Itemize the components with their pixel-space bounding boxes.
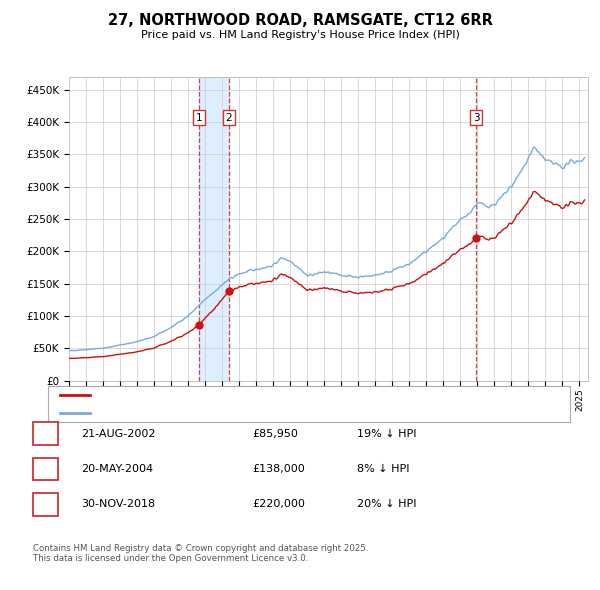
Text: 19% ↓ HPI: 19% ↓ HPI	[357, 429, 416, 438]
Text: £85,950: £85,950	[252, 429, 298, 438]
Text: 1: 1	[196, 113, 202, 123]
Text: 3: 3	[473, 113, 479, 123]
Text: 8% ↓ HPI: 8% ↓ HPI	[357, 464, 409, 474]
Text: Price paid vs. HM Land Registry's House Price Index (HPI): Price paid vs. HM Land Registry's House …	[140, 31, 460, 40]
Text: 27, NORTHWOOD ROAD, RAMSGATE, CT12 6RR (semi-detached house): 27, NORTHWOOD ROAD, RAMSGATE, CT12 6RR (…	[99, 391, 446, 400]
Text: 2: 2	[226, 113, 232, 123]
Text: £138,000: £138,000	[252, 464, 305, 474]
Text: 3: 3	[42, 498, 49, 511]
Text: Contains HM Land Registry data © Crown copyright and database right 2025.
This d: Contains HM Land Registry data © Crown c…	[33, 544, 368, 563]
Text: HPI: Average price, semi-detached house, Thanet: HPI: Average price, semi-detached house,…	[99, 408, 341, 418]
Text: 20% ↓ HPI: 20% ↓ HPI	[357, 500, 416, 509]
Text: 20-MAY-2004: 20-MAY-2004	[81, 464, 153, 474]
Text: 2: 2	[42, 463, 49, 476]
Text: 21-AUG-2002: 21-AUG-2002	[81, 429, 155, 438]
Text: 30-NOV-2018: 30-NOV-2018	[81, 500, 155, 509]
Bar	[199, 77, 229, 381]
Text: 27, NORTHWOOD ROAD, RAMSGATE, CT12 6RR: 27, NORTHWOOD ROAD, RAMSGATE, CT12 6RR	[107, 13, 493, 28]
Text: 1: 1	[42, 427, 49, 440]
Text: £220,000: £220,000	[252, 500, 305, 509]
